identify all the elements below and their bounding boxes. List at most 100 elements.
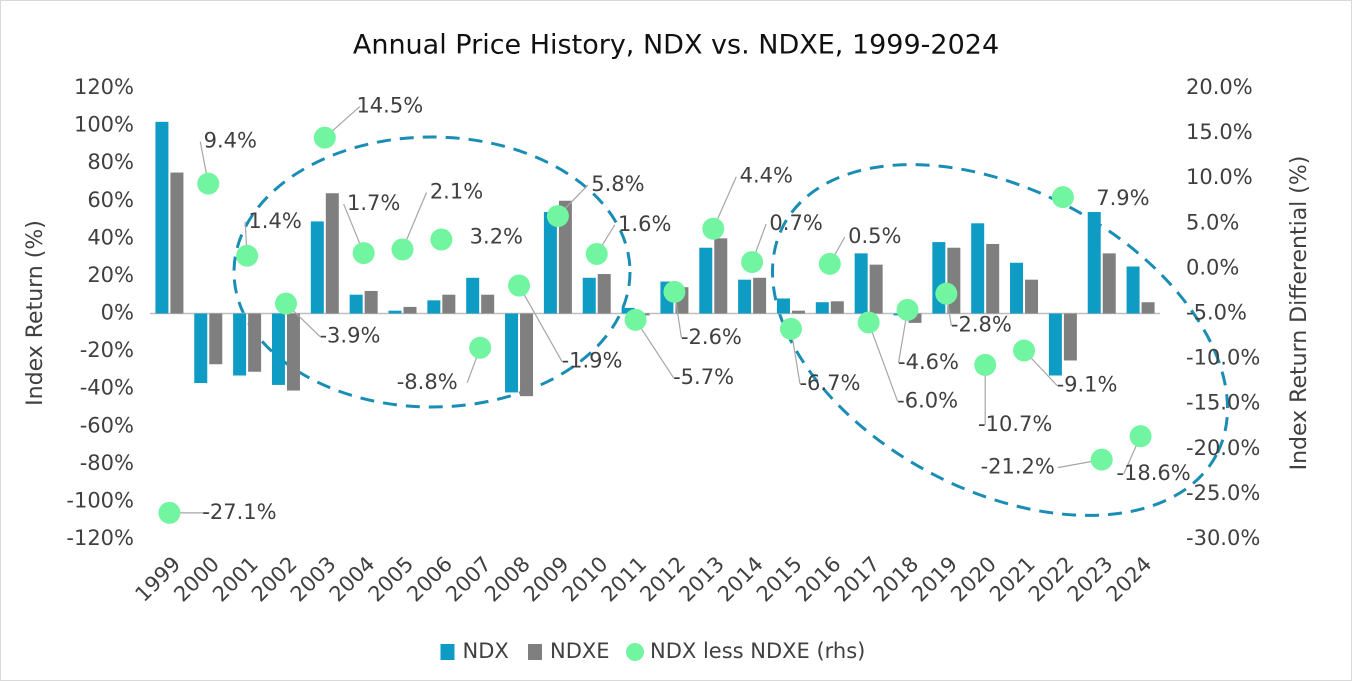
bar bbox=[776, 298, 790, 314]
bar bbox=[753, 277, 767, 314]
legend-label: NDXE bbox=[550, 639, 610, 663]
data-label: 2.1% bbox=[430, 179, 483, 203]
data-point bbox=[158, 501, 181, 524]
bar bbox=[170, 172, 184, 314]
bar bbox=[442, 294, 456, 314]
bar bbox=[427, 300, 441, 314]
bar bbox=[520, 313, 534, 397]
y2-tick-label: -15.0% bbox=[1186, 391, 1260, 415]
bar bbox=[597, 274, 611, 314]
legend-label: NDX bbox=[463, 639, 509, 663]
data-point bbox=[274, 292, 297, 315]
data-point bbox=[1013, 339, 1036, 362]
bar bbox=[248, 313, 262, 372]
bar bbox=[403, 306, 417, 314]
bar bbox=[505, 313, 519, 393]
data-label: -4.6% bbox=[898, 350, 959, 374]
y-tick-label: -60% bbox=[80, 413, 134, 437]
data-label: -6.7% bbox=[799, 371, 860, 395]
bar bbox=[986, 243, 1000, 314]
y2-tick-label: 15.0% bbox=[1186, 120, 1253, 144]
bar bbox=[209, 313, 223, 365]
bar bbox=[155, 121, 169, 314]
bar bbox=[1141, 302, 1155, 314]
legend-marker bbox=[528, 644, 542, 660]
y2-tick-label: -30.0% bbox=[1186, 526, 1260, 550]
data-point bbox=[1090, 448, 1113, 471]
bar bbox=[738, 279, 752, 314]
bar bbox=[1102, 253, 1116, 314]
y2-tick-label: -10.0% bbox=[1186, 346, 1260, 370]
bar bbox=[349, 294, 363, 314]
data-label: -6.0% bbox=[897, 389, 958, 413]
bar bbox=[325, 193, 339, 314]
data-label: 3.2% bbox=[470, 225, 523, 249]
y2-axis-title: Index Return Differential (%) bbox=[1287, 156, 1312, 471]
data-point bbox=[857, 311, 880, 334]
leader-line bbox=[518, 285, 563, 362]
data-point bbox=[313, 126, 336, 149]
bar bbox=[1126, 266, 1140, 314]
bar bbox=[286, 313, 300, 391]
y2-tick-label: 0.0% bbox=[1186, 255, 1239, 279]
data-point bbox=[391, 238, 414, 261]
leader-line bbox=[635, 319, 675, 379]
bar bbox=[869, 264, 883, 314]
bar bbox=[1087, 212, 1101, 314]
data-point bbox=[469, 336, 492, 359]
data-label: 9.4% bbox=[204, 129, 257, 153]
bar bbox=[194, 313, 208, 384]
y-tick-label: 0% bbox=[101, 301, 134, 325]
data-point bbox=[508, 274, 531, 297]
bar bbox=[1025, 279, 1039, 314]
y-tick-label: 40% bbox=[87, 225, 134, 249]
data-point bbox=[430, 228, 453, 251]
legend-marker bbox=[626, 643, 644, 661]
y-tick-label: -20% bbox=[80, 338, 134, 362]
bar bbox=[621, 307, 635, 314]
bar bbox=[1048, 313, 1062, 376]
y-tick-label: 60% bbox=[87, 188, 134, 212]
data-label: -2.8% bbox=[951, 313, 1012, 337]
data-point bbox=[818, 252, 841, 275]
bar bbox=[908, 313, 922, 323]
bar bbox=[854, 253, 868, 314]
data-point bbox=[236, 244, 259, 267]
bar bbox=[1010, 262, 1024, 314]
data-point bbox=[352, 242, 375, 265]
data-point bbox=[585, 242, 608, 265]
data-label: 4.4% bbox=[740, 164, 793, 188]
y-axis-title: Index Return (%) bbox=[23, 220, 48, 406]
data-label: -9.1% bbox=[1057, 372, 1118, 396]
data-point bbox=[624, 308, 647, 331]
bar bbox=[971, 223, 985, 314]
data-point bbox=[1051, 186, 1074, 209]
data-point bbox=[741, 251, 764, 274]
y-tick-label: 120% bbox=[74, 75, 134, 99]
y-tick-label: 100% bbox=[74, 113, 134, 137]
highlight-ellipse bbox=[232, 135, 632, 409]
data-point bbox=[197, 172, 220, 195]
data-label: -21.2% bbox=[981, 455, 1055, 479]
data-point bbox=[974, 353, 997, 376]
bar bbox=[714, 238, 728, 314]
data-label: 5.8% bbox=[591, 172, 644, 196]
data-label: 1.6% bbox=[618, 212, 671, 236]
data-point bbox=[935, 282, 958, 305]
data-point bbox=[1129, 425, 1152, 448]
y-tick-label: -120% bbox=[66, 526, 134, 550]
y2-tick-label: 20.0% bbox=[1186, 75, 1253, 99]
data-label: -10.7% bbox=[978, 412, 1052, 436]
bar bbox=[466, 277, 480, 314]
y2-tick-label: -25.0% bbox=[1186, 481, 1260, 505]
data-point bbox=[779, 317, 802, 340]
y-tick-label: -40% bbox=[80, 376, 134, 400]
y-tick-label: -80% bbox=[80, 451, 134, 475]
highlight-ellipse bbox=[771, 163, 1229, 517]
bar bbox=[310, 221, 324, 314]
data-label: 1.7% bbox=[347, 191, 400, 215]
data-label: -27.1% bbox=[202, 500, 276, 524]
data-point bbox=[546, 205, 569, 228]
